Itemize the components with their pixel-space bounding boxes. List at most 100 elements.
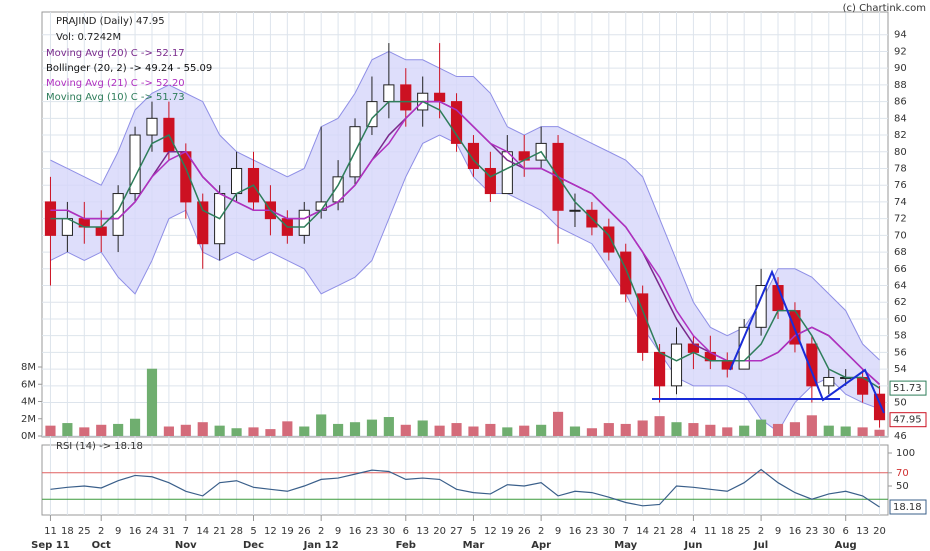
y-tick-label: 70	[894, 230, 907, 241]
x-tick-label: 23	[805, 526, 818, 537]
candle-body	[467, 142, 480, 169]
last-value-box	[889, 412, 927, 428]
x-tick-label: 16	[349, 526, 362, 537]
candle-body	[95, 226, 107, 236]
x-tick-label: 27	[450, 526, 463, 537]
x-tick-label: 28	[670, 526, 683, 537]
x-tick-label: 30	[602, 526, 615, 537]
x-tick-label: 2	[98, 526, 104, 537]
volume-bar	[739, 425, 750, 436]
month-label: Nov	[175, 540, 197, 551]
volume-bar	[231, 428, 242, 436]
candle-body	[823, 376, 835, 387]
x-tick-label: 2	[758, 526, 764, 537]
volume-bar	[180, 424, 191, 436]
y-tick-label: 54	[894, 364, 907, 375]
volume-bar	[671, 422, 682, 436]
volume-bar	[400, 424, 411, 436]
volume-bar	[383, 417, 394, 436]
volume-bar	[620, 423, 631, 436]
volume-bar	[163, 426, 174, 436]
y-tick-label: 76	[894, 180, 907, 191]
x-tick-label: 21	[653, 526, 666, 537]
x-tick-label: 20	[873, 526, 886, 537]
y-tick-label: 78	[894, 163, 907, 174]
month-label: May	[614, 540, 637, 551]
y-tick-label: 56	[894, 347, 907, 358]
x-tick-label: 13	[856, 526, 869, 537]
y-tick-label: 66	[894, 264, 907, 275]
vol-tick-label: 0M	[21, 431, 36, 442]
y-tick-label: 86	[894, 97, 907, 108]
candle-body	[654, 351, 666, 387]
month-label: Apr	[531, 540, 551, 551]
month-label: Dec	[243, 540, 264, 551]
candle-body	[670, 343, 683, 387]
last-value-label: 18.18	[893, 502, 922, 513]
x-tick-label: 13	[416, 526, 429, 537]
candle-body	[450, 101, 463, 144]
y-tick-label: 82	[894, 130, 907, 141]
y-tick-label: 72	[894, 214, 907, 225]
y-tick-label: 68	[894, 247, 907, 258]
month-label: Jan 12	[303, 540, 339, 551]
y-tick-label: 92	[894, 46, 907, 57]
volume-bar	[840, 426, 851, 436]
legend-bollinger: Bollinger (20, 2) -> 49.24 - 55.09	[46, 63, 212, 74]
volume-bar	[316, 414, 327, 436]
x-tick-label: 30	[822, 526, 835, 537]
x-tick-label: 19	[501, 526, 514, 537]
x-tick-label: 6	[843, 526, 849, 537]
credit: (c) Chartink.com	[843, 3, 926, 14]
volume-bar	[214, 425, 225, 436]
y-tick-label: 46	[894, 431, 907, 442]
rsi-line	[50, 468, 880, 508]
volume-bar	[349, 422, 361, 436]
candle-body	[873, 393, 886, 421]
last-value-box	[889, 499, 927, 515]
x-tick-label: 26	[518, 526, 531, 537]
candle-body	[146, 117, 158, 136]
x-tick-label: 31	[163, 526, 176, 537]
month-label: Jun	[683, 540, 702, 551]
x-tick-label: 9	[555, 526, 561, 537]
volume-bar	[96, 424, 107, 436]
volume-bar	[823, 425, 834, 436]
volume-bar	[468, 426, 479, 436]
volume-bar	[265, 429, 276, 436]
volume-bar	[299, 426, 310, 436]
volume-bar	[45, 425, 56, 436]
legend-volume: Vol: 0.7242M	[56, 32, 121, 43]
x-tick-label: 16	[569, 526, 582, 537]
volume-bar	[806, 415, 817, 436]
candle-body	[501, 151, 513, 195]
chart-title: PRAJIND (Daily) 47.95	[56, 16, 165, 27]
month-label: Jul	[753, 540, 768, 551]
x-tick-label: 14	[196, 526, 209, 537]
x-tick-label: 11	[44, 526, 57, 537]
vol-tick-label: 6M	[21, 379, 36, 390]
volume-bar	[654, 416, 665, 436]
x-tick-label: 26	[298, 526, 311, 537]
last-value-label: 51.73	[893, 383, 922, 394]
volume-bar	[552, 411, 564, 436]
legend-ma10: Moving Avg (10) C -> 51.73	[46, 92, 185, 103]
x-tick-label: 23	[366, 526, 379, 537]
y-tick-label: 94	[894, 30, 907, 41]
x-tick-label: 5	[470, 526, 476, 537]
x-tick-label: 24	[146, 526, 159, 537]
volume-bar	[366, 419, 378, 436]
x-tick-label: 28	[230, 526, 243, 537]
candle-body	[129, 134, 141, 195]
volume-bar	[434, 425, 445, 436]
x-tick-label: 18	[721, 526, 734, 537]
volume-bar	[451, 423, 462, 436]
volume-bar	[569, 426, 581, 436]
volume-bar	[417, 420, 428, 436]
vol-tick-label: 4M	[21, 397, 36, 408]
volume-bar	[282, 421, 293, 436]
volume-bar	[146, 368, 158, 436]
candle-body	[738, 326, 750, 370]
candle-body	[400, 84, 412, 111]
vol-tick-label: 2M	[21, 414, 36, 425]
